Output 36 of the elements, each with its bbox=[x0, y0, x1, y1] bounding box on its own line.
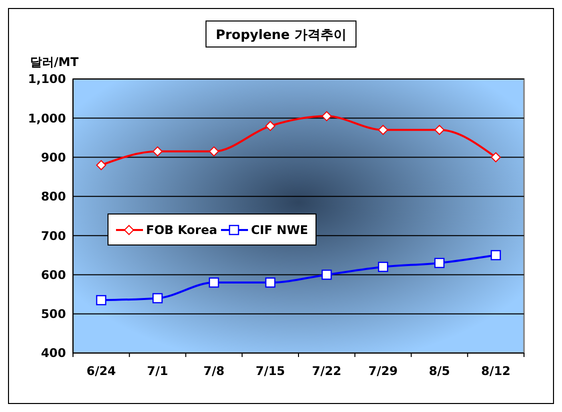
point bbox=[208, 277, 220, 288]
y-tick-label: 800 bbox=[40, 190, 66, 204]
x-tick-label: 7/8 bbox=[203, 364, 224, 378]
legend-label: FOB Korea bbox=[146, 223, 218, 238]
y-tick-label: 600 bbox=[40, 268, 66, 282]
point bbox=[434, 124, 444, 135]
x-tick-label: 7/29 bbox=[368, 364, 398, 378]
y-tick-label: 900 bbox=[40, 150, 66, 164]
y-tick-label: 700 bbox=[40, 228, 66, 243]
point bbox=[265, 120, 276, 131]
point bbox=[490, 250, 501, 260]
legend-label: CIF NWE bbox=[251, 223, 308, 238]
y-tick-label: 1,000 bbox=[28, 111, 66, 126]
x-tick-label: 8/12 bbox=[481, 364, 511, 378]
x-tick-label: 8/5 bbox=[428, 364, 450, 378]
y-axis-title: 달러/MT bbox=[30, 55, 80, 69]
y-tick-label: 1,100 bbox=[28, 72, 66, 86]
x-tick-label: 7/22 bbox=[312, 364, 342, 378]
point bbox=[322, 270, 332, 280]
point bbox=[152, 146, 163, 156]
y-tick-label: 500 bbox=[40, 307, 66, 322]
point bbox=[96, 160, 106, 170]
x-tick-label: 7/1 bbox=[147, 364, 168, 378]
point bbox=[322, 111, 332, 122]
point bbox=[152, 293, 163, 304]
point bbox=[434, 258, 445, 268]
y-tick-label: 400 bbox=[40, 346, 66, 360]
point bbox=[208, 146, 219, 156]
point bbox=[265, 277, 276, 288]
x-tick-label: 6/24 bbox=[86, 364, 116, 378]
point bbox=[378, 124, 388, 135]
point bbox=[378, 262, 388, 272]
x-tick-label: 7/15 bbox=[256, 364, 286, 378]
point bbox=[96, 295, 106, 306]
point bbox=[490, 152, 501, 162]
chart-title: Propylene 가격추이 bbox=[216, 28, 346, 43]
